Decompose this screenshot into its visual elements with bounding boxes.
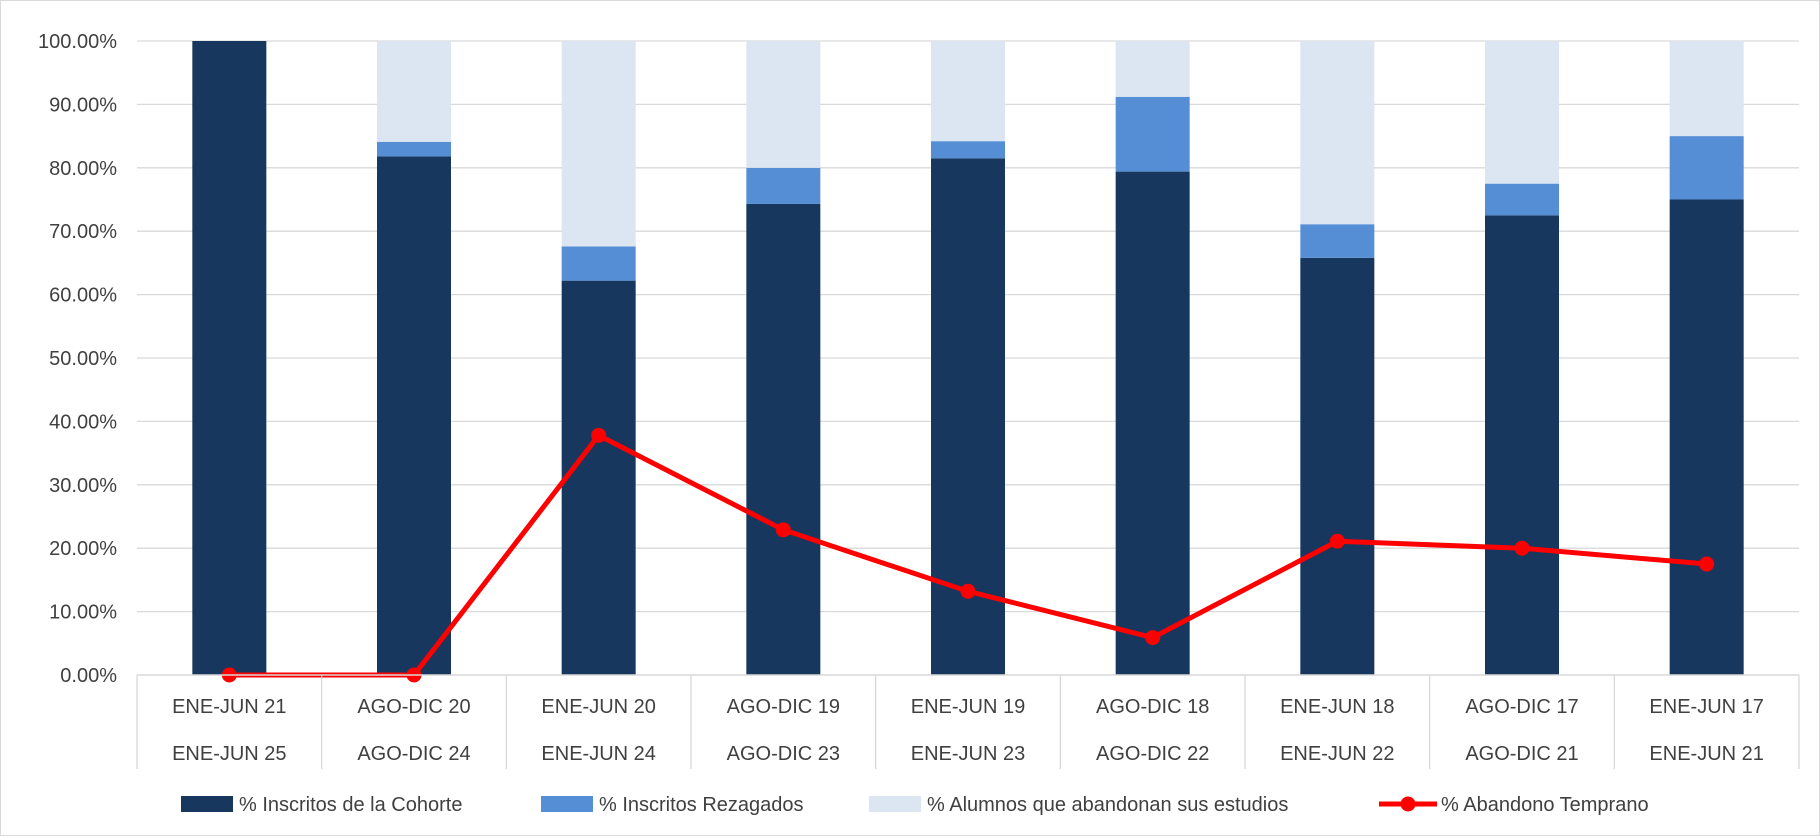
bar-segment-2: [1115, 96, 1190, 172]
bar-segment-1: [1115, 171, 1190, 675]
x-category-label-line2: ENE-JUN 24: [541, 743, 655, 765]
x-category-label-line2: AGO-DIC 22: [1096, 743, 1209, 765]
bar-segment-3: [1300, 41, 1375, 225]
bar-segment-3: [561, 41, 636, 247]
bar-segment-3: [1669, 41, 1744, 137]
bar-segment-2: [1485, 183, 1559, 216]
bar-segment-1: [746, 203, 821, 676]
bar-segment-1: [1485, 215, 1559, 675]
legend-swatch: [181, 796, 233, 812]
bar-segment-2: [377, 141, 451, 157]
x-category-label-line2: AGO-DIC 24: [357, 743, 470, 765]
abandono-temprano-point: [1514, 540, 1530, 556]
axes: 0.00% 10.00% 20.00% 30.00% 40.00% 50.00% 60.00…: [38, 31, 1800, 769]
x-category-label-line1: ENE-JUN 19: [911, 696, 1025, 718]
abandono-temprano-point: [1329, 533, 1345, 549]
x-category-label-line2: ENE-JUN 23: [911, 743, 1025, 765]
x-category-label-line1: AGO-DIC 19: [727, 696, 840, 718]
y-tick-label: 80.00%: [49, 158, 117, 180]
y-tick-label: 50.00%: [49, 348, 117, 370]
x-category-label-line2: ENE-JUN 25: [172, 743, 286, 765]
y-tick-label: 0.00%: [60, 665, 117, 687]
y-tick-label: 60.00%: [49, 285, 117, 307]
x-category-label-line2: AGO-DIC 23: [727, 743, 840, 765]
x-category-label-line1: ENE-JUN 20: [541, 696, 655, 718]
y-tick-label: 70.00%: [49, 221, 117, 243]
x-category-label-line1: AGO-DIC 18: [1096, 696, 1209, 718]
bars: [192, 41, 1744, 676]
abandono-temprano-point: [775, 522, 791, 538]
bar-segment-1: [377, 156, 451, 675]
legend-label: % Abandono Temprano: [1441, 794, 1649, 816]
bar-segment-3: [746, 41, 821, 168]
legend-swatch: [541, 796, 593, 812]
x-category-label-line1: ENE-JUN 17: [1649, 696, 1763, 718]
abandono-temprano-point: [960, 583, 976, 599]
y-tick-label: 30.00%: [49, 475, 117, 497]
bar-segment-2: [561, 246, 636, 281]
x-category-label-line1: ENE-JUN 18: [1280, 696, 1394, 718]
legend-label: % Alumnos que abandonan sus estudios: [927, 794, 1288, 816]
x-category-label-line2: AGO-DIC 21: [1465, 743, 1578, 765]
abandono-line: [221, 427, 1715, 683]
x-category-label-line2: ENE-JUN 21: [1649, 743, 1763, 765]
bar-segment-3: [377, 41, 451, 142]
x-category-label-line1: ENE-JUN 21: [172, 696, 286, 718]
bar-segment-2: [1300, 224, 1375, 258]
bar-segment-2: [1669, 136, 1744, 200]
y-tick-label: 40.00%: [49, 411, 117, 433]
bar-segment-1: [192, 41, 267, 675]
bar-segment-2: [746, 167, 821, 204]
y-tick-label: 20.00%: [49, 538, 117, 560]
bar-segment-2: [931, 141, 1005, 159]
abandono-temprano-point: [1699, 556, 1715, 572]
legend-label: % Inscritos Rezagados: [599, 794, 804, 816]
legend-label: % Inscritos de la Cohorte: [239, 794, 462, 816]
abandono-temprano-point: [591, 427, 607, 443]
bar-segment-1: [561, 280, 636, 675]
bar-segment-3: [1115, 41, 1190, 97]
legend: % Inscritos de la Cohorte % Inscritos Rez…: [181, 794, 1649, 816]
bar-segment-3: [931, 41, 1005, 142]
bar-segment-1: [1669, 199, 1744, 675]
x-category-label-line1: AGO-DIC 17: [1465, 696, 1578, 718]
y-tick-label: 10.00%: [49, 602, 117, 624]
bar-segment-3: [1485, 41, 1559, 184]
legend-swatch: [869, 796, 921, 812]
y-tick-label: 100.00%: [38, 31, 117, 53]
abandono-temprano-point: [1145, 630, 1161, 646]
legend-marker: [1400, 796, 1416, 812]
x-category-label-line1: AGO-DIC 20: [357, 696, 470, 718]
bar-segment-1: [1300, 257, 1375, 675]
y-tick-label: 90.00%: [49, 94, 117, 116]
x-category-label-line2: ENE-JUN 22: [1280, 743, 1394, 765]
